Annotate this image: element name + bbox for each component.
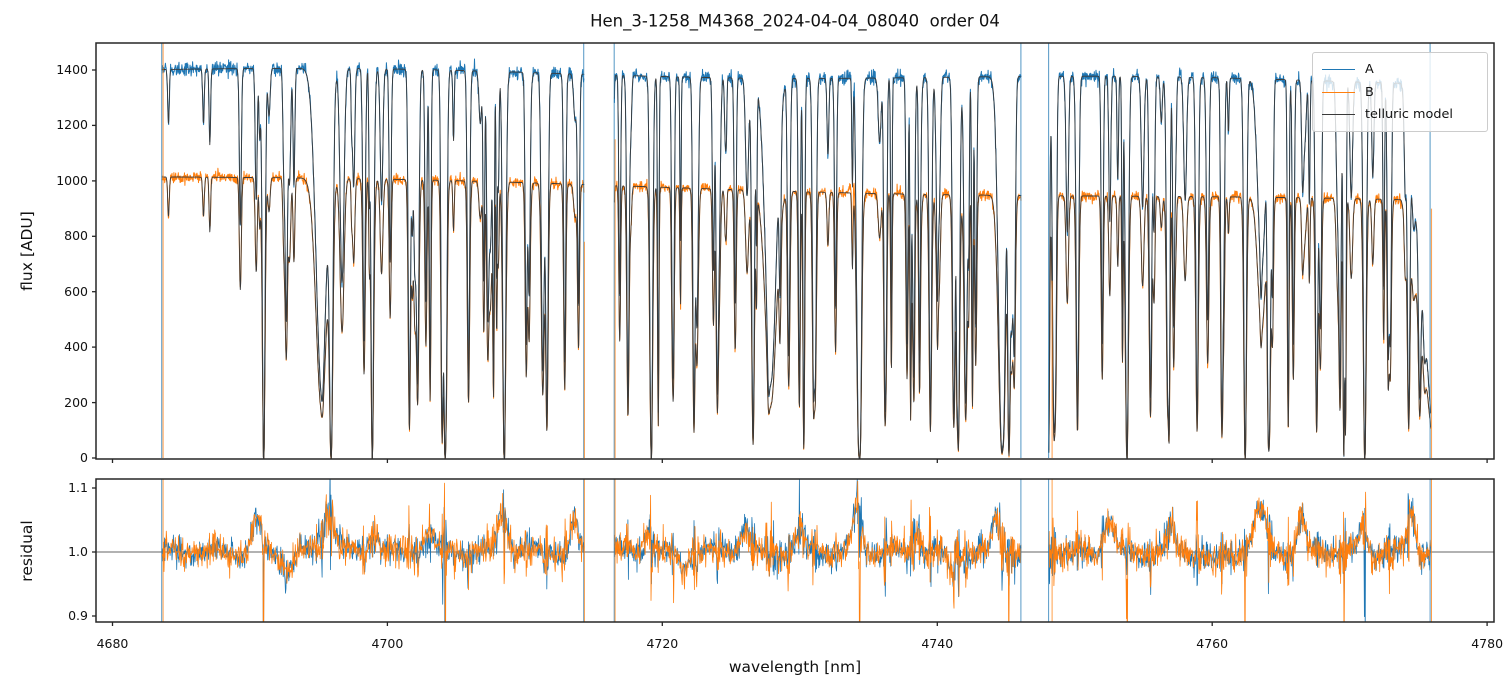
x-tick-label: 4680 (96, 635, 129, 651)
residual-B (614, 480, 1022, 622)
x-tick-label: 4720 (646, 635, 679, 651)
axes-spines (92, 42, 1495, 626)
series-telluric-model-A (1048, 75, 1432, 459)
residual-A (161, 479, 585, 622)
flux-tick-label: 1200 (56, 117, 88, 133)
legend-line-B-icon (1322, 91, 1355, 93)
x-tick-label: 4740 (921, 635, 954, 651)
residual-B (161, 482, 585, 622)
x-tick-label: 4700 (371, 635, 404, 651)
flux-tick-label: 1400 (56, 61, 88, 77)
flux-tick-label: 1000 (56, 172, 88, 188)
flux-axis-label: flux [ADU] (18, 211, 36, 291)
series-telluric-model-B (1048, 195, 1432, 459)
series-telluric-model-B (613, 185, 1022, 459)
residual-B (1048, 491, 1431, 622)
x-tick-label: 4780 (1471, 635, 1504, 651)
residual-tick-label: 1.0 (68, 543, 88, 559)
legend-entry-B: B (1322, 81, 1478, 104)
residual-tick-label: 1.1 (68, 479, 88, 495)
flux-tick-label: 200 (64, 394, 88, 410)
wavelength-axis-label: wavelength [nm] (728, 658, 862, 676)
legend-entry-telluric-model: telluric model (1322, 103, 1478, 126)
series-B (1048, 189, 1432, 459)
flux-tick-label: 800 (64, 228, 88, 244)
flux-tick-label: 0 (80, 449, 88, 465)
legend-label-B: B (1365, 84, 1374, 100)
series-telluric-model-A (613, 74, 1022, 459)
series-telluric-model-B (161, 176, 585, 459)
legend-entry-A: A (1322, 58, 1478, 81)
residual-A (614, 479, 1022, 598)
x-tick-label: 4760 (1196, 635, 1229, 651)
flux-tick-label: 600 (64, 283, 88, 299)
legend: A B telluric model (1312, 52, 1488, 132)
legend-line-A-icon (1322, 68, 1355, 70)
legend-label-telluric: telluric model (1365, 107, 1453, 123)
residual-tick-label: 0.9 (68, 607, 88, 623)
flux-tick-label: 400 (64, 338, 88, 354)
figure-title: Hen_3-1258_M4368_2024-04-04_08040 order … (590, 11, 1000, 31)
residual-axis-label: residual (18, 519, 36, 582)
legend-line-telluric-icon (1322, 114, 1355, 116)
legend-label-A: A (1365, 61, 1374, 77)
residual-A (1048, 493, 1431, 622)
